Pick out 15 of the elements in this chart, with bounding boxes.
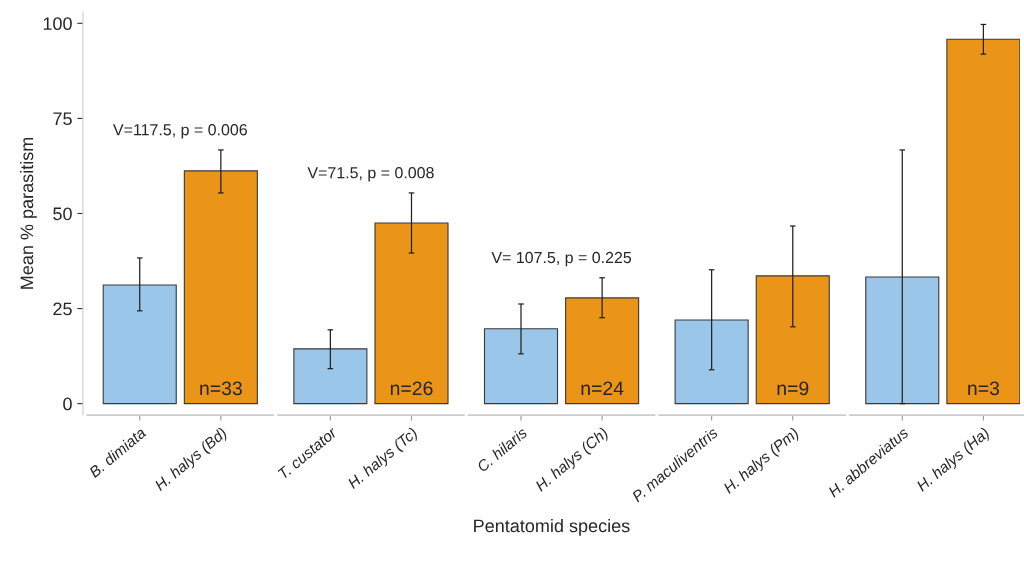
annotation: n=33 — [200, 381, 242, 396]
y-tick-label: 0 — [63, 397, 72, 411]
annotation: V=117.5, p = 0.006 — [113, 124, 247, 139]
y-tick-label: 100 — [43, 17, 72, 31]
annotation: V=71.5, p = 0.008 — [307, 167, 434, 182]
annotation: n=3 — [968, 381, 1000, 396]
x-axis-title: Pentatomid species — [474, 519, 630, 536]
y-tick-label: 25 — [53, 302, 72, 316]
annotation: n=26 — [390, 381, 433, 396]
annotation: V= 107.5, p = 0.225 — [491, 251, 632, 267]
annotation: n=9 — [777, 381, 809, 396]
y-axis-title: Mean % parasitism — [20, 137, 37, 289]
y-tick-label: 50 — [53, 207, 72, 221]
y-tick-label: 75 — [53, 112, 72, 126]
annotation: n=24 — [581, 381, 624, 396]
